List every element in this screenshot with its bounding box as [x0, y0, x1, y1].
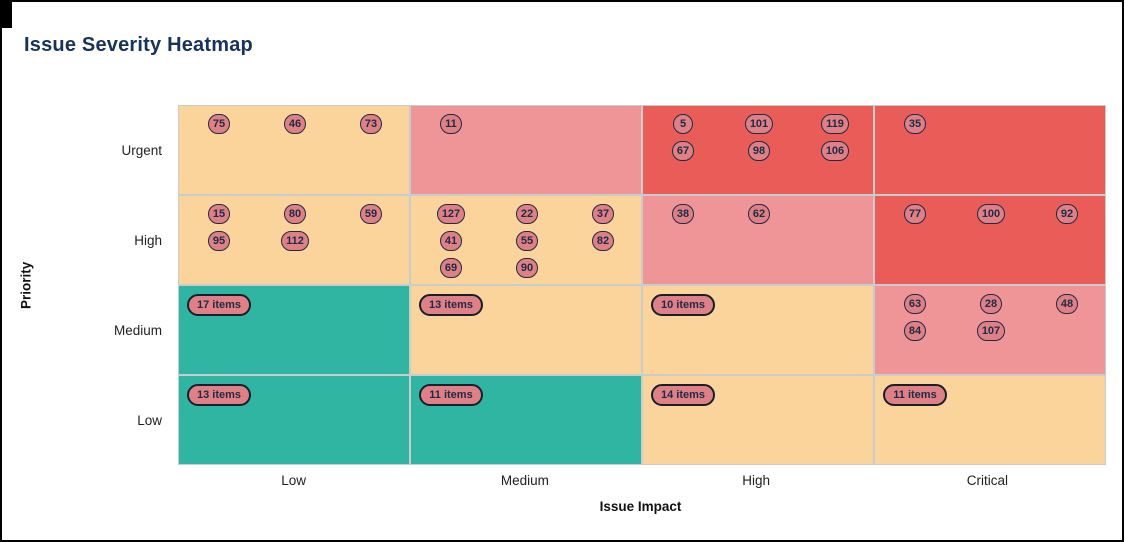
y-axis-tick-label: Urgent [121, 142, 162, 158]
count-badge[interactable]: 13 items [418, 294, 484, 316]
heatmap-cell[interactable]: 38 62 [642, 195, 874, 285]
count-badge[interactable]: 107 [976, 321, 1006, 341]
count-badge[interactable]: 106 [820, 141, 850, 161]
heatmap-cell[interactable]: 63 28 48 84 107 [874, 285, 1106, 375]
count-badge[interactable]: 35 [903, 114, 927, 134]
count-badge[interactable]: 69 [439, 258, 463, 278]
count-badge[interactable]: 48 [1055, 294, 1079, 314]
count-badge[interactable]: 11 [440, 114, 462, 134]
count-badge[interactable]: 55 [515, 231, 539, 251]
count-badge[interactable]: 28 [979, 294, 1003, 314]
count-badge[interactable]: 95 [207, 231, 231, 251]
x-axis-title: Issue Impact [599, 499, 682, 514]
count-badge[interactable]: 101 [744, 114, 774, 134]
x-axis-tick-label: Low [281, 473, 306, 488]
count-badge[interactable]: 38 [671, 204, 695, 224]
heatmap-cell[interactable]: 17 items [178, 285, 410, 375]
count-badge[interactable]: 75 [207, 114, 231, 134]
count-badge[interactable]: 5 [673, 114, 693, 134]
heatmap-cell[interactable]: 127 22 37 41 55 82 69 90 [410, 195, 642, 285]
count-badge[interactable]: 90 [515, 258, 539, 278]
count-badge[interactable]: 100 [976, 204, 1006, 224]
heatmap-cell[interactable]: 35 [874, 105, 1106, 195]
heatmap-grid: Urgent 75 46 73 11 5 101 119 67 98 106 35 High 15 80 59… [2, 105, 1106, 465]
count-badge[interactable]: 63 [903, 294, 927, 314]
heatmap-cell[interactable]: 14 items [642, 375, 874, 465]
count-badge[interactable]: 119 [821, 114, 849, 134]
count-badge[interactable]: 15 [207, 204, 231, 224]
heatmap-cell[interactable]: 5 101 119 67 98 106 [642, 105, 874, 195]
count-badge[interactable]: 127 [436, 204, 466, 224]
heatmap-cell[interactable]: 77 100 92 [874, 195, 1106, 285]
heatmap-cell[interactable]: 10 items [642, 285, 874, 375]
heatmap-cell[interactable]: 11 items [410, 375, 642, 465]
x-axis-tick-label: Critical [966, 473, 1008, 488]
x-axis-tick-label: Medium [500, 473, 549, 488]
count-badge[interactable]: 77 [903, 204, 927, 224]
count-badge[interactable]: 10 items [650, 294, 716, 316]
count-badge[interactable]: 98 [747, 141, 771, 161]
count-badge[interactable]: 22 [515, 204, 539, 224]
count-badge[interactable]: 92 [1055, 204, 1079, 224]
heatmap-cell[interactable]: 11 items [874, 375, 1106, 465]
chart-title: Issue Severity Heatmap [24, 34, 253, 56]
count-badge[interactable]: 11 items [419, 384, 483, 406]
count-badge[interactable]: 11 items [883, 384, 947, 406]
count-badge[interactable]: 67 [671, 141, 695, 161]
heatmap-cell[interactable]: 15 80 59 95 112 [178, 195, 410, 285]
count-badge[interactable]: 37 [591, 204, 615, 224]
count-badge[interactable]: 46 [283, 114, 307, 134]
heatmap-cell[interactable]: 75 46 73 [178, 105, 410, 195]
x-axis-tick-label: High [742, 473, 770, 488]
heatmap-cell[interactable]: 11 [410, 105, 642, 195]
corner-notch [2, 2, 12, 28]
y-axis-tick-label: Low [137, 412, 162, 428]
count-badge[interactable]: 13 items [186, 384, 252, 406]
y-axis-tick-label: Medium [113, 322, 162, 338]
count-badge[interactable]: 112 [281, 231, 309, 251]
count-badge[interactable]: 17 items [186, 294, 252, 316]
count-badge[interactable]: 41 [439, 231, 463, 251]
count-badge[interactable]: 82 [591, 231, 615, 251]
y-axis-tick-label: High [134, 232, 162, 248]
count-badge[interactable]: 59 [359, 204, 383, 224]
count-badge[interactable]: 14 items [650, 384, 716, 406]
count-badge[interactable]: 84 [903, 321, 927, 341]
heatmap-cell[interactable]: 13 items [178, 375, 410, 465]
heatmap-cell[interactable]: 13 items [410, 285, 642, 375]
x-axis-ticks: Low Medium High Critical [178, 473, 1103, 488]
count-badge[interactable]: 80 [283, 204, 307, 224]
count-badge[interactable]: 73 [359, 114, 383, 134]
count-badge[interactable]: 62 [747, 204, 771, 224]
